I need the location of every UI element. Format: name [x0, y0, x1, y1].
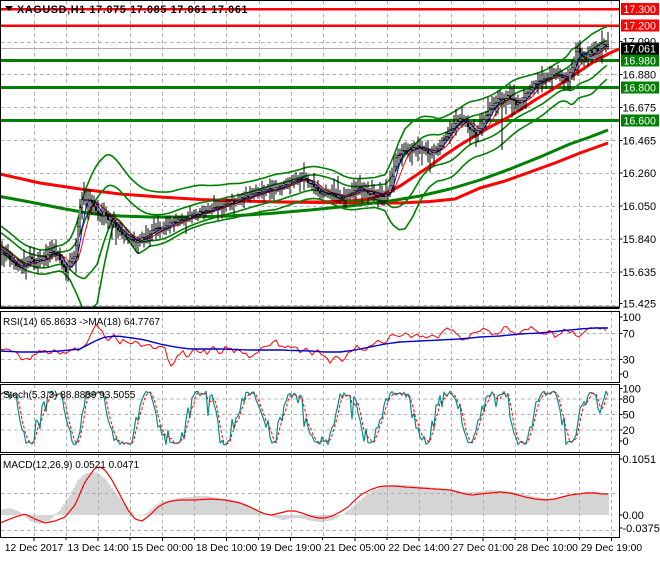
svg-text:16.880: 16.880 — [623, 70, 657, 82]
svg-text:XAGUSD,H1 17.075 17.085 17.06: XAGUSD,H1 17.075 17.085 17.061 17.061 — [17, 4, 248, 16]
svg-text:0.1051: 0.1051 — [623, 454, 657, 466]
svg-text:17.061: 17.061 — [624, 44, 657, 56]
svg-text:RSI(14) 65.8633 ->MA(18) 64.7: RSI(14) 65.8633 ->MA(18) 64.7767 — [3, 317, 160, 328]
svg-text:29 Dec 19:00: 29 Dec 19:00 — [581, 543, 643, 554]
svg-text:50: 50 — [623, 410, 635, 422]
svg-text:16.675: 16.675 — [623, 102, 657, 114]
svg-text:Stoch(5,3,3) 88.8889 93.5055: Stoch(5,3,3) 88.8889 93.5055 — [3, 390, 136, 401]
svg-text:15 Dec 00:00: 15 Dec 00:00 — [132, 543, 194, 554]
svg-text:16.465: 16.465 — [623, 135, 657, 147]
svg-text:0.00: 0.00 — [623, 510, 644, 522]
svg-text:15.635: 15.635 — [623, 267, 657, 279]
svg-text:19 Dec 19:00: 19 Dec 19:00 — [260, 543, 322, 554]
svg-text:27 Dec 01:00: 27 Dec 01:00 — [452, 543, 514, 554]
svg-text:20: 20 — [623, 425, 635, 437]
svg-text:18 Dec 10:00: 18 Dec 10:00 — [196, 543, 258, 554]
svg-text:15.425: 15.425 — [623, 299, 657, 311]
svg-text:100: 100 — [623, 384, 641, 396]
svg-text:22 Dec 14:00: 22 Dec 14:00 — [388, 543, 450, 554]
svg-text:13 Dec 14:00: 13 Dec 14:00 — [68, 543, 130, 554]
svg-text:12 Dec 2017: 12 Dec 2017 — [5, 543, 64, 554]
svg-text:16.800: 16.800 — [624, 83, 657, 95]
svg-text:80: 80 — [623, 394, 635, 406]
svg-text:16.050: 16.050 — [623, 201, 657, 213]
svg-text:16.600: 16.600 — [624, 116, 657, 128]
svg-text:100: 100 — [623, 312, 641, 324]
svg-text:0: 0 — [623, 436, 629, 448]
svg-text:21 Dec 05:00: 21 Dec 05:00 — [324, 543, 386, 554]
svg-text:MACD(12,26,9) 0.0521 0.0471: MACD(12,26,9) 0.0521 0.0471 — [3, 460, 140, 471]
svg-text:30: 30 — [623, 355, 635, 367]
svg-text:16.980: 16.980 — [624, 56, 657, 68]
svg-text:16.260: 16.260 — [623, 168, 657, 180]
svg-text:-0.0375: -0.0375 — [623, 523, 660, 535]
svg-text:17.200: 17.200 — [624, 21, 657, 33]
svg-text:15.840: 15.840 — [623, 234, 657, 246]
svg-text:28 Dec 10:00: 28 Dec 10:00 — [517, 543, 579, 554]
svg-text:0: 0 — [623, 369, 629, 381]
svg-text:17.300: 17.300 — [624, 4, 657, 16]
svg-text:70: 70 — [623, 329, 635, 341]
